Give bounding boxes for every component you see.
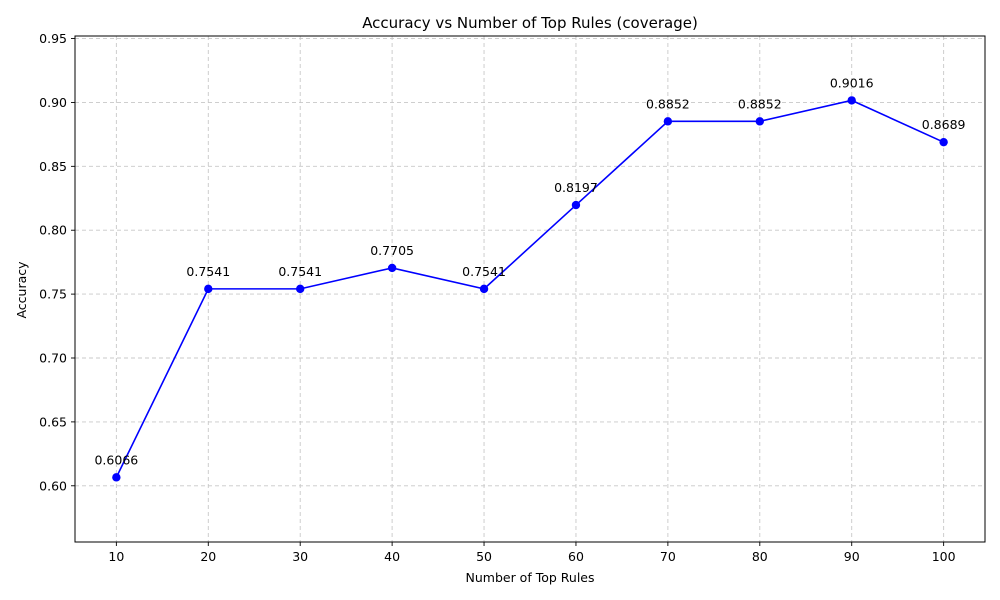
data-point — [663, 117, 673, 126]
y-axis-title: Accuracy — [14, 261, 29, 319]
plot-frame — [74, 35, 986, 543]
x-tick-label: 90 — [844, 549, 860, 564]
y-tick-label: 0.80 — [39, 223, 67, 238]
x-tick-label: 40 — [384, 549, 400, 564]
y-tick-label: 0.85 — [39, 159, 67, 174]
data-label: 0.6066 — [94, 452, 138, 467]
axes: 10 20 30 40 50 60 70 80 90 100 0.60 0.65 0.70 0.75 0.8… — [39, 31, 986, 564]
data-point — [479, 284, 489, 294]
data-label: 0.8852 — [646, 96, 690, 111]
series-line — [115, 99, 944, 478]
x-tick-label: 50 — [476, 549, 492, 564]
data-point — [296, 284, 305, 294]
data-label: 0.7705 — [370, 243, 414, 258]
series-layer — [112, 96, 948, 482]
y-tick-label: 0.60 — [39, 478, 67, 493]
data-point — [571, 200, 581, 210]
data-point — [755, 117, 764, 126]
data-label: 0.8197 — [554, 180, 598, 195]
data-point — [204, 284, 213, 294]
x-tick-label: 100 — [932, 549, 956, 564]
y-tick-label: 0.70 — [39, 351, 67, 366]
data-point — [112, 473, 121, 482]
y-tick-label: 0.95 — [39, 31, 67, 46]
data-labels: 0.6066 0.7541 0.7541 0.7705 0.7541 0.8197 0.88… — [94, 75, 965, 467]
x-tick-label: 60 — [568, 549, 584, 564]
data-label: 0.7541 — [462, 264, 506, 279]
data-point — [847, 96, 856, 105]
x-tick-label: 30 — [292, 549, 308, 564]
x-tick-label: 10 — [108, 549, 124, 564]
x-tick-label: 70 — [660, 549, 676, 564]
data-point — [387, 263, 397, 273]
data-label: 0.9016 — [830, 75, 874, 90]
x-tick-label: 80 — [752, 549, 768, 564]
y-tick-label: 0.75 — [39, 287, 67, 302]
data-label: 0.8852 — [738, 96, 782, 111]
data-label: 0.7541 — [186, 264, 230, 279]
data-label: 0.7541 — [278, 264, 322, 279]
x-axis-title: Number of Top Rules — [466, 570, 595, 585]
x-tick-label: 20 — [200, 549, 216, 564]
data-label: 0.8689 — [922, 117, 966, 132]
y-tick-label: 0.90 — [39, 95, 67, 110]
y-tick-label: 0.65 — [39, 414, 67, 429]
chart-title: Accuracy vs Number of Top Rules (coverag… — [362, 14, 698, 32]
data-point — [939, 137, 948, 147]
